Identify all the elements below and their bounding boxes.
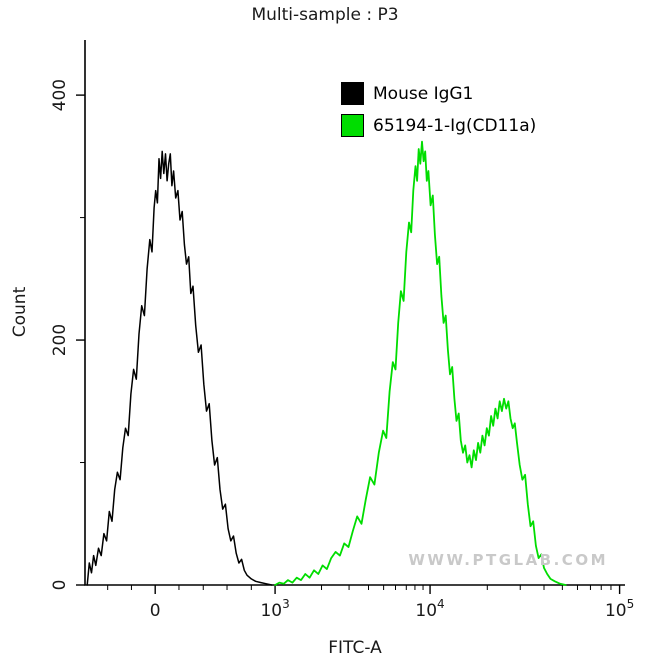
x-axis-label: FITC-A xyxy=(328,638,382,658)
svg-text:105: 105 xyxy=(605,597,634,621)
svg-text:200: 200 xyxy=(50,324,70,356)
y-axis-label: Count xyxy=(10,286,30,338)
svg-text:0: 0 xyxy=(50,580,70,591)
legend-label-antibody: 65194-1-Ig(CD11a) xyxy=(373,115,537,136)
svg-text:104: 104 xyxy=(415,597,444,621)
svg-text:400: 400 xyxy=(50,79,70,111)
legend-item-antibody: 65194-1-Ig(CD11a) xyxy=(341,114,536,137)
legend: Mouse IgG1 65194-1-Ig(CD11a) xyxy=(341,82,536,137)
svg-text:103: 103 xyxy=(260,597,289,621)
legend-label-control: Mouse IgG1 xyxy=(373,83,474,104)
watermark: WWW.PTGLAB.COM xyxy=(408,551,608,569)
chart-title: Multi-sample : P3 xyxy=(251,5,399,25)
legend-item-control: Mouse IgG1 xyxy=(341,82,536,105)
legend-swatch-green xyxy=(341,114,364,137)
svg-text:0: 0 xyxy=(150,601,161,621)
legend-swatch-black xyxy=(341,82,364,105)
